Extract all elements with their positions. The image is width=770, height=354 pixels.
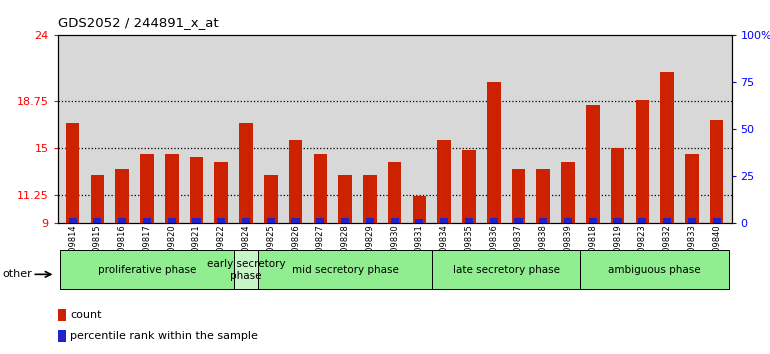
Bar [415,218,424,223]
Bar [242,218,250,223]
Bar [635,101,649,223]
Bar [363,176,377,223]
Bar [266,218,275,223]
Bar [437,141,451,223]
Bar [58,330,66,342]
Text: early secretory
phase: early secretory phase [206,259,286,281]
Bar [264,176,278,223]
Bar [69,218,77,223]
Bar [233,250,259,290]
Bar [388,162,401,223]
Bar [60,250,233,290]
Bar [91,176,104,223]
Bar [366,218,374,223]
Bar [93,218,102,223]
Bar [239,123,253,223]
Bar [661,72,674,223]
Text: mid secretory phase: mid secretory phase [292,265,399,275]
Bar [341,218,349,223]
Bar [116,169,129,223]
Bar [316,218,324,223]
Bar [432,250,581,290]
Bar [712,218,721,223]
Bar [413,195,427,223]
Bar [589,218,597,223]
Bar [214,162,228,223]
Bar [292,218,300,223]
Bar [58,309,66,321]
Bar [561,162,575,223]
Text: late secretory phase: late secretory phase [453,265,560,275]
Bar [710,120,724,223]
Bar [168,218,176,223]
Bar [65,123,79,223]
Bar [192,218,200,223]
Bar [514,218,523,223]
Text: percentile rank within the sample: percentile rank within the sample [70,331,258,341]
Text: proliferative phase: proliferative phase [98,265,196,275]
Bar [338,176,352,223]
Bar [511,169,525,223]
Bar [462,150,476,223]
Bar [465,218,473,223]
Bar [685,154,698,223]
Text: ambiguous phase: ambiguous phase [608,265,701,275]
Bar [440,218,448,223]
Bar [638,218,646,223]
Bar [586,105,600,223]
Bar [217,218,226,223]
Bar [118,218,126,223]
Bar [165,154,179,223]
Bar [688,218,696,223]
Bar [539,218,547,223]
Bar [490,218,497,223]
Bar [663,218,671,223]
Bar [487,82,500,223]
Bar [289,141,303,223]
Bar [581,250,729,290]
Bar [140,154,154,223]
Bar [259,250,432,290]
Bar [537,169,550,223]
Text: count: count [70,310,102,320]
Text: other: other [2,269,32,279]
Bar [143,218,151,223]
Bar [189,157,203,223]
Bar [390,218,399,223]
Text: GDS2052 / 244891_x_at: GDS2052 / 244891_x_at [58,16,219,29]
Bar [614,218,621,223]
Bar [313,154,327,223]
Bar [611,148,624,223]
Bar [564,218,572,223]
